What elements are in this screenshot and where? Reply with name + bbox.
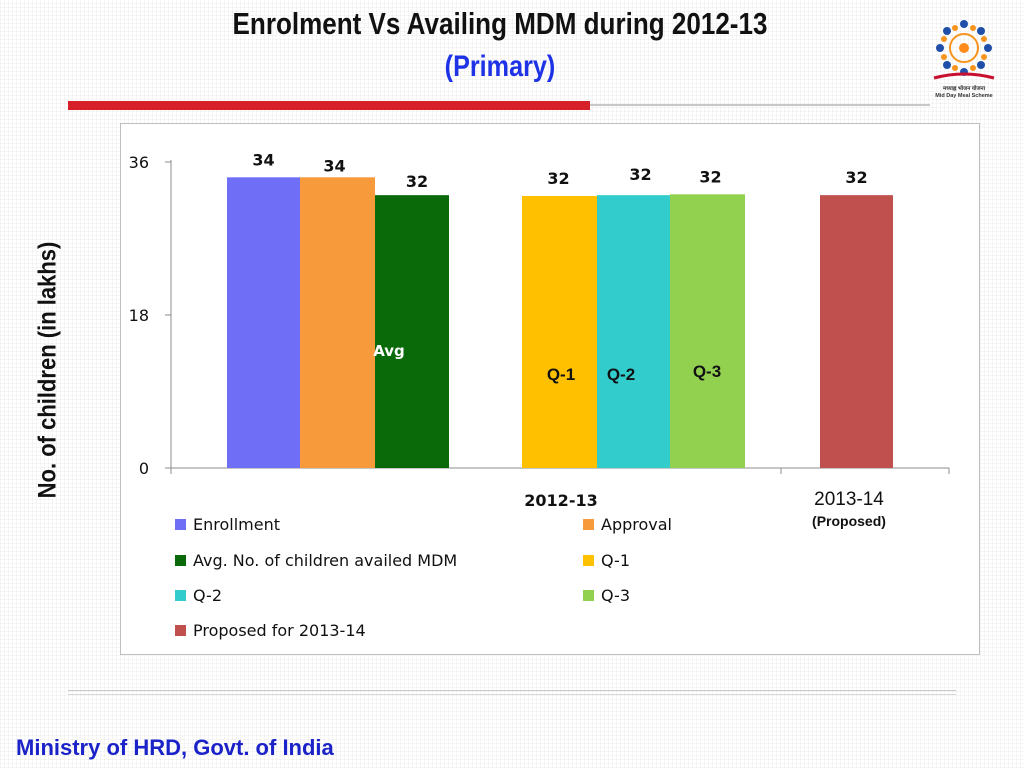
data-label: 32	[406, 172, 428, 191]
legend-label: Enrollment	[193, 515, 280, 534]
legend-label: Proposed for 2013-14	[193, 621, 366, 640]
logo-caption-hindi: मध्याह्न भोजन योजना	[942, 86, 986, 92]
data-label: 32	[629, 165, 651, 184]
slide-title: Enrolment Vs Availing MDM during 2012-13	[232, 6, 768, 41]
legend-label: Q-2	[193, 586, 222, 605]
slide-subtitle: (Primary)	[444, 50, 556, 83]
legend-swatch	[583, 519, 594, 530]
bar-enrollment	[227, 177, 300, 469]
bar-q-2	[597, 195, 670, 468]
bar-proposed-for-2013-14	[820, 195, 893, 468]
legend-swatch	[583, 555, 594, 566]
legend-label: Approval	[601, 515, 672, 534]
bar-q-3	[670, 194, 745, 469]
x-category-sublabel: (Proposed)	[812, 513, 886, 529]
footer-text: Ministry of HRD, Govt. of India	[16, 735, 334, 760]
legend-swatch	[583, 590, 594, 601]
title-underline-red	[68, 101, 590, 110]
bar-q-1	[522, 196, 597, 468]
bar-inner-label: Avg	[373, 342, 405, 360]
legend-swatch	[175, 590, 186, 601]
data-label: 34	[323, 156, 345, 175]
legend-swatch	[175, 625, 186, 636]
data-label: 32	[699, 167, 721, 186]
bar-inner-label: Q-1	[547, 365, 575, 384]
data-label: 32	[547, 169, 569, 188]
legend-swatch	[175, 555, 186, 566]
y-axis-title-text: No. of children (in lakhs)	[33, 241, 62, 499]
footer-divider	[68, 690, 956, 691]
chart-frame: 0 18 36 34 34 32 Avg 32 Q-1 32 Q-2 32 Q-3 32 2012-13 20…	[120, 123, 980, 655]
bar-inner-label: Q-2	[607, 365, 635, 384]
y-tick-label: 0	[139, 459, 149, 478]
bar-avg-no-of-children-availed-mdm	[375, 195, 449, 468]
title-underline-grey	[590, 104, 930, 106]
x-category-label: 2012-13	[524, 491, 597, 510]
x-category-label: 2013-14	[814, 489, 884, 510]
logo-caption-english: Mid Day Meal Scheme	[935, 93, 993, 99]
footer-divider-secondary	[68, 694, 956, 695]
data-label: 32	[845, 168, 867, 187]
legend-swatch	[175, 519, 186, 530]
mdm-logo-icon	[933, 20, 995, 80]
bar-inner-label: Q-3	[693, 362, 721, 381]
logo-caption: मध्याह्न भोजन योजना Mid Day Meal Scheme	[918, 86, 1010, 100]
data-label: 34	[252, 150, 274, 169]
legend-label: Q-3	[601, 586, 630, 605]
bar-approval	[300, 177, 375, 469]
bar-chart: 0 18 36 34 34 32 Avg 32 Q-1 32 Q-2 32 Q-3 32 2012-13 20…	[129, 150, 950, 640]
legend-label: Q-1	[601, 551, 630, 570]
y-tick-label: 36	[129, 153, 149, 172]
legend-label: Avg. No. of children availed MDM	[193, 551, 457, 570]
y-tick-label: 18	[129, 306, 149, 325]
